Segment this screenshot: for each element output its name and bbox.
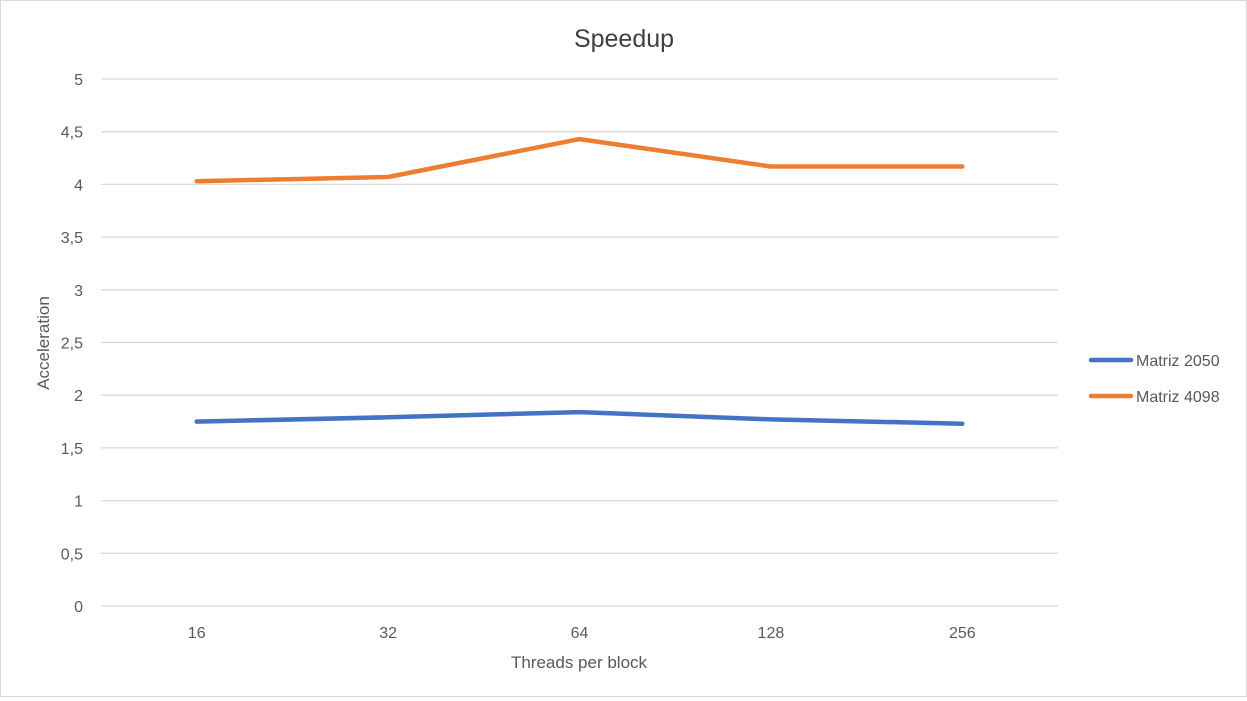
y-tick-label: 4 [74, 177, 83, 194]
y-tick-label: 5 [74, 72, 83, 89]
y-tick-label: 1 [74, 494, 83, 511]
legend: Matriz 2050 Matriz 4098 [1091, 353, 1220, 406]
y-tick-label: 2 [74, 388, 83, 405]
x-tick-label: 64 [571, 625, 589, 642]
y-tick-label: 3,5 [61, 230, 83, 247]
y-axis-tick-labels: 0 0,5 1 1,5 2 2,5 3 3,5 4 4,5 5 [61, 72, 83, 616]
y-tick-label: 4,5 [61, 125, 83, 142]
series-line-0 [197, 412, 963, 424]
y-tick-label: 0,5 [61, 546, 83, 563]
x-tick-label: 16 [188, 625, 206, 642]
x-tick-label: 256 [949, 625, 976, 642]
x-tick-label: 32 [379, 625, 397, 642]
x-tick-label: 128 [758, 625, 785, 642]
y-axis-label: Acceleration [34, 296, 53, 390]
y-tick-label: 1,5 [61, 441, 83, 458]
legend-label: Matriz 2050 [1136, 353, 1220, 370]
chart-title: Speedup [574, 25, 674, 53]
series-lines [197, 139, 963, 424]
y-tick-label: 0 [74, 599, 83, 616]
y-tick-label: 3 [74, 283, 83, 300]
legend-label: Matriz 4098 [1136, 389, 1220, 406]
gridlines [101, 79, 1058, 606]
x-axis-label: Threads per block [511, 653, 648, 672]
y-tick-label: 2,5 [61, 336, 83, 353]
x-axis-tick-labels: 16 32 64 128 256 [188, 625, 976, 642]
series-line-1 [197, 139, 963, 181]
